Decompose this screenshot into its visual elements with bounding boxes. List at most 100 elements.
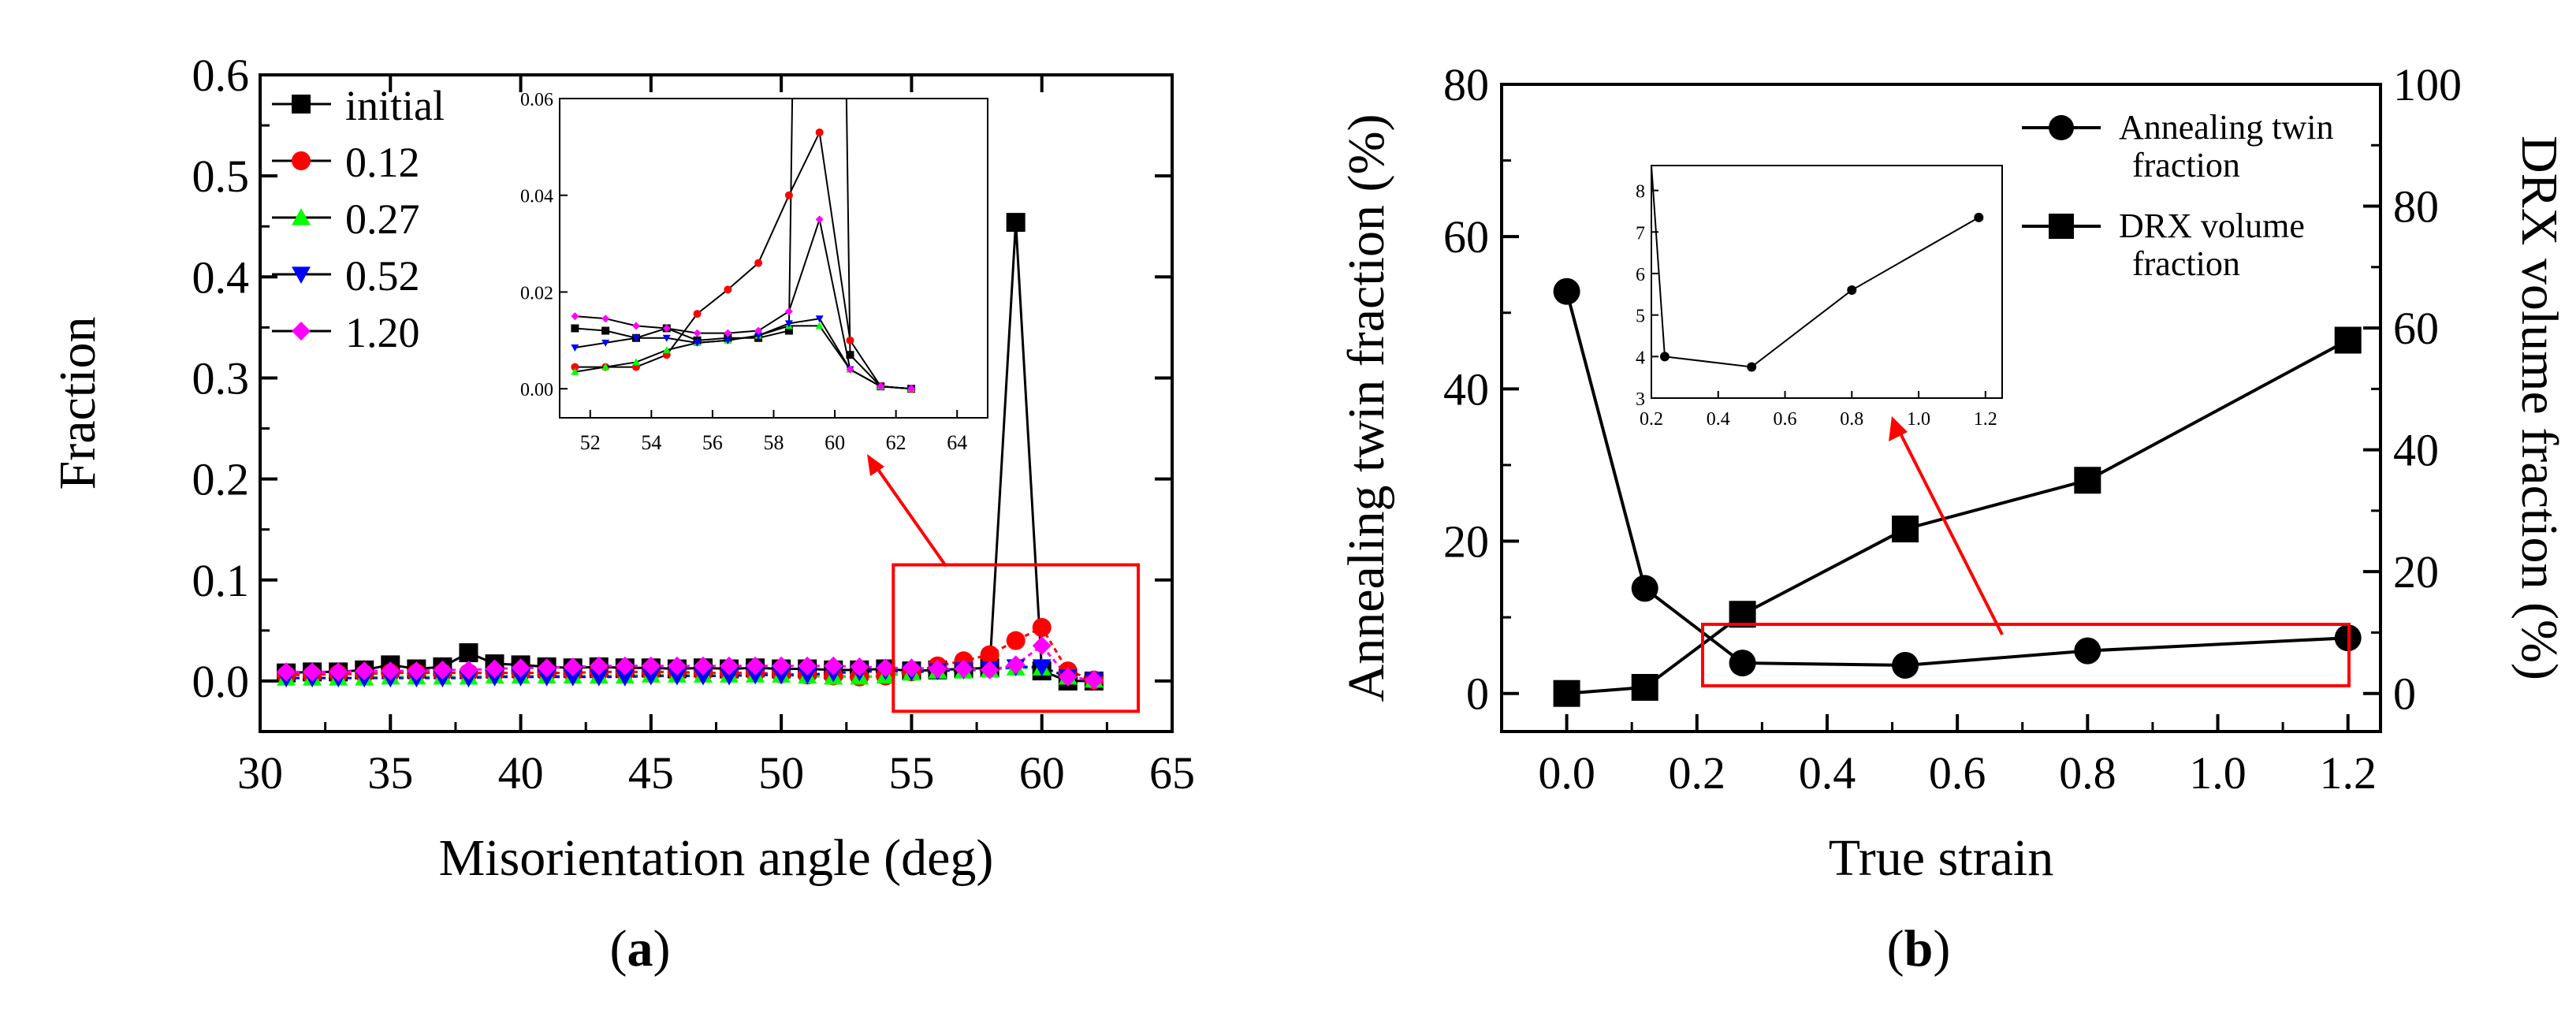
inset-data-point	[601, 326, 610, 335]
legend-marker	[2049, 214, 2074, 239]
data-point	[1892, 516, 1919, 543]
x-tick-label: 50	[758, 747, 804, 799]
data-point	[589, 669, 609, 687]
y-tick-label: 0.3	[192, 352, 250, 404]
x-tick-label: 60	[1019, 747, 1065, 799]
data-point	[459, 643, 478, 663]
data-point	[667, 668, 687, 686]
series-line	[1565, 291, 2348, 667]
legend-marker	[292, 322, 311, 341]
x-tick-label: 0.8	[2059, 747, 2116, 799]
data-point	[980, 660, 1000, 679]
data-point	[277, 662, 296, 682]
inset-y-tick-label: 7	[1636, 223, 1645, 244]
data-point	[928, 659, 947, 679]
data-point	[667, 656, 687, 676]
data-point	[1631, 673, 1658, 701]
inset-x-tick-label: 0.6	[1774, 409, 1797, 430]
inset-data-point	[571, 324, 579, 333]
data-point	[772, 656, 791, 676]
data-point	[1892, 651, 1919, 679]
legend-marker	[2049, 115, 2074, 140]
x-tick-label: 35	[367, 747, 413, 799]
inset-data-point	[907, 385, 916, 393]
panel-b-caption: (b)	[1887, 920, 1951, 977]
inset-data-point	[571, 344, 579, 352]
data-point	[746, 656, 765, 676]
y-axis-label: Annealing twin fraction (%)	[1338, 114, 1395, 702]
inset-data-point	[724, 329, 732, 337]
data-point	[2074, 467, 2101, 494]
data-point	[615, 656, 635, 676]
x-tick-label: 65	[1149, 747, 1195, 799]
y2-tick-label: 100	[2393, 59, 2462, 110]
data-point	[746, 667, 765, 685]
inset-data-point	[846, 365, 854, 374]
x-tick-label: 1.0	[2189, 747, 2247, 799]
inset-data-point	[1659, 352, 1670, 362]
legend-marker	[292, 208, 311, 225]
inset-data-point	[662, 346, 671, 354]
data-point	[563, 669, 583, 687]
x-tick-label: 0.4	[1799, 747, 1856, 799]
data-point	[798, 656, 817, 676]
highlight-arrowhead	[867, 454, 884, 476]
y2-tick-label: 40	[2393, 425, 2439, 476]
data-point	[1006, 631, 1026, 650]
data-point	[1058, 667, 1078, 687]
legend-label: 0.27	[345, 195, 420, 243]
inset-data-point	[631, 334, 640, 342]
inset-data-point	[571, 363, 579, 371]
highlight-arrowhead	[1889, 416, 1908, 441]
legend-label: initial	[345, 82, 445, 129]
inset-data-point	[1747, 362, 1757, 372]
y-tick-label: 40	[1443, 363, 1489, 415]
legend-marker	[292, 151, 311, 170]
inset-series-line	[575, 216, 912, 390]
data-point	[980, 645, 1000, 665]
inset-data-point	[693, 339, 702, 347]
inset-x-tick-label: 0.2	[1640, 409, 1663, 430]
inset-y-tick-label: 0.06	[520, 90, 553, 110]
inset-data-point	[1847, 285, 1857, 296]
inset-x-tick-label: 56	[702, 431, 723, 454]
x-tick-label: 0.6	[1929, 747, 1986, 799]
inset-x-tick-label: 52	[580, 431, 601, 454]
legend-label: 0.52	[345, 252, 420, 300]
legend-label: fraction	[2132, 244, 2240, 283]
inset-background	[1651, 166, 2002, 398]
data-point	[850, 657, 869, 676]
inset-data-point	[724, 285, 732, 294]
inset-data-point	[846, 336, 854, 344]
inset-data-point	[815, 128, 824, 136]
inset-data-point	[784, 320, 793, 328]
y-tick-label: 0.2	[192, 454, 250, 505]
y2-tick-label: 20	[2393, 546, 2439, 598]
inset-data-point	[601, 363, 610, 370]
x-tick-label: 0.0	[1538, 747, 1595, 799]
data-point	[1084, 670, 1104, 690]
y-tick-label: 0	[1466, 668, 1489, 720]
inset-data-point	[877, 382, 885, 391]
data-point	[1006, 213, 1026, 233]
inset-data-point	[631, 322, 640, 330]
y-tick-label: 0.0	[192, 656, 250, 707]
inset-data-point	[846, 351, 854, 359]
x-tick-label: 55	[888, 747, 934, 799]
y-tick-label: 60	[1443, 211, 1489, 262]
data-point	[902, 658, 921, 678]
inset-x-tick-label: 54	[641, 431, 661, 454]
inset-series-line	[575, 129, 912, 390]
inset-b: 0.2 0.4 0.6 0.8 1.0 1.2 3 4 5 6 7 8	[1636, 165, 2003, 430]
inset-data-point	[631, 358, 640, 366]
x-axis-label: Misorientation angle (deg)	[439, 829, 994, 887]
data-point	[772, 667, 791, 685]
inset-data-point	[571, 312, 579, 321]
x-tick-label: 0.2	[1669, 747, 1726, 799]
legend-label: 1.20	[345, 309, 420, 356]
legend-label: Annealing twin	[2119, 108, 2334, 147]
data-point	[511, 669, 530, 687]
data-point	[1553, 679, 1580, 707]
data-point	[303, 662, 322, 682]
